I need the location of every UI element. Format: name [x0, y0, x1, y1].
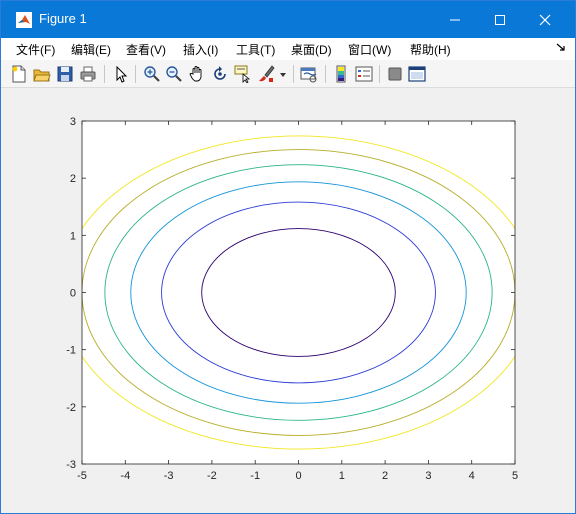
legend-icon[interactable]: [355, 65, 373, 83]
edit-plot-icon[interactable]: [112, 65, 130, 83]
toolbar-separator: [379, 65, 380, 83]
figure-canvas[interactable]: -5 -4 -3 -2 -1 0 1 2 3 4 5 -3 -2 -1 0 1 2 3: [1, 89, 575, 509]
contour-plot[interactable]: -5 -4 -3 -2 -1 0 1 2 3 4 5 -3 -2 -1 0 1 2 3: [1, 89, 575, 509]
contour-level-6: [82, 135, 515, 450]
x-tick-label: -3: [164, 470, 174, 482]
menu-insert[interactable]: 插入(I): [183, 43, 219, 57]
print-icon[interactable]: [79, 65, 97, 83]
close-button[interactable]: [522, 1, 568, 38]
x-tick-label: -2: [207, 470, 217, 482]
colorbar-icon[interactable]: [332, 65, 350, 83]
x-tick-label: -4: [120, 470, 130, 482]
new-figure-icon[interactable]: [10, 65, 28, 83]
zoom-out-icon[interactable]: [165, 65, 183, 83]
toolbar-separator: [104, 65, 105, 83]
maximize-button[interactable]: [477, 1, 523, 38]
menu-window[interactable]: 窗口(W): [348, 43, 392, 57]
maximize-icon: [495, 15, 505, 25]
x-tick-label: -5: [77, 470, 87, 482]
contour-level-1: [201, 228, 396, 357]
brush-dropdown-icon[interactable]: [279, 65, 287, 83]
x-tick-label: 3: [425, 470, 431, 482]
figure-toolbar: [1, 60, 575, 88]
contour-lines: [82, 135, 515, 450]
dock-arrow-icon[interactable]: [556, 42, 566, 52]
hide-plot-tools-icon[interactable]: [386, 65, 404, 83]
save-icon[interactable]: [56, 65, 74, 83]
menu-edit[interactable]: 编辑(E): [71, 43, 111, 57]
x-tick-label: -1: [250, 470, 260, 482]
brush-icon[interactable]: [257, 65, 275, 83]
y-tick-label: 2: [70, 173, 76, 185]
title-bar[interactable]: Figure 1: [1, 1, 575, 38]
menu-desktop[interactable]: 桌面(D): [291, 43, 332, 57]
toolbar-separator: [293, 65, 294, 83]
contour-level-3: [130, 181, 467, 404]
data-cursor-icon[interactable]: [234, 65, 252, 83]
x-axis-ticks: -5 -4 -3 -2 -1 0 1 2 3 4 5: [77, 121, 518, 482]
x-tick-label: 4: [469, 470, 475, 482]
toolbar-separator: [135, 65, 136, 83]
menu-bar: 文件(F) 编辑(E) 查看(V) 插入(I) 工具(T) 桌面(D) 窗口(W…: [1, 38, 575, 60]
contour-level-4: [104, 164, 493, 421]
open-icon[interactable]: [33, 65, 51, 83]
show-plot-tools-icon[interactable]: [408, 65, 426, 83]
rotate-3d-icon[interactable]: [211, 65, 229, 83]
minimize-icon: [450, 19, 460, 21]
y-tick-label: -3: [66, 459, 76, 471]
x-tick-label: 5: [512, 470, 518, 482]
menu-view[interactable]: 查看(V): [126, 43, 166, 57]
menu-tools[interactable]: 工具(T): [236, 43, 276, 57]
x-tick-label: 0: [295, 470, 301, 482]
y-tick-label: 3: [70, 116, 76, 128]
close-icon: [539, 14, 551, 26]
menu-file[interactable]: 文件(F): [16, 43, 56, 57]
menu-help[interactable]: 帮助(H): [410, 43, 451, 57]
pan-icon[interactable]: [188, 65, 206, 83]
x-tick-label: 2: [382, 470, 388, 482]
y-tick-label: -2: [66, 402, 76, 414]
matlab-icon: [16, 12, 32, 28]
y-tick-label: 0: [70, 288, 76, 300]
minimize-button[interactable]: [432, 1, 478, 38]
window-title: Figure 1: [39, 11, 87, 26]
contour-level-2: [161, 201, 436, 384]
y-tick-label: -1: [66, 345, 76, 357]
y-axis-ticks: -3 -2 -1 0 1 2 3: [66, 116, 515, 471]
y-tick-label: 1: [70, 230, 76, 242]
link-plot-icon[interactable]: [300, 65, 318, 83]
contour-level-5: [82, 149, 515, 436]
axes-background[interactable]: [82, 121, 515, 464]
x-tick-label: 1: [339, 470, 345, 482]
toolbar-separator: [325, 65, 326, 83]
zoom-in-icon[interactable]: [143, 65, 161, 83]
